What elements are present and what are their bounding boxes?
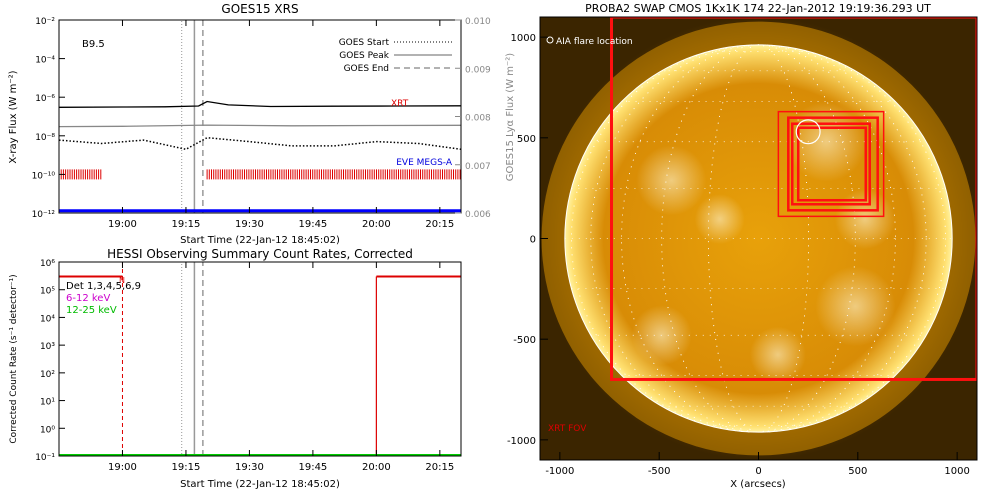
swap-fov-box [796, 126, 868, 202]
swap-active-region [749, 326, 806, 383]
goes-xlabel: Start Time (22-Jan-12 18:45:02) [180, 235, 340, 246]
goes-x-tick-label: 19:30 [235, 219, 264, 230]
goes-y-tick-label: 10⁻⁴ [35, 56, 55, 66]
swap-y-tick-label: 500 [517, 134, 536, 145]
swap-y-tick-label: -500 [513, 335, 536, 346]
goes-y-right-tick-label: 0.008 [465, 114, 491, 124]
hessi-legend-det: Det 1,3,4,5,6,9 [66, 281, 141, 292]
hessi-night-marker: N [119, 276, 125, 285]
goes-x-tick-label: 19:45 [298, 219, 327, 230]
swap-fov-box [777, 110, 885, 218]
goes-panel: GOES15 XRS 19:00 19:15 19:30 19:45 20:00 20:1… [8, 2, 516, 246]
goes-y-tick-label: 10⁻⁸ [35, 133, 55, 143]
hessi-y-tick-label: 10⁴ [40, 314, 55, 324]
swap-longitude-line [590, 44, 927, 433]
hessi-y-tick-label: 10¹ [40, 398, 55, 408]
hessi-ylabel: Corrected Count Rate (s⁻¹ detector⁻¹) [9, 274, 19, 443]
swap-aia-legend-symbol [546, 36, 554, 44]
goes-legend-end-label: GOES End [344, 64, 389, 74]
swap-panel: PROBA2 SWAP CMOS 1Kx1K 174 22-Jan-2012 1… [507, 2, 978, 490]
hessi-x-tick-label: 20:15 [425, 462, 454, 473]
swap-fov-box [791, 122, 871, 206]
swap-x-tick-label: -1000 [545, 466, 574, 477]
swap-limb [564, 44, 953, 433]
goes-legend-peak-label: GOES Peak [339, 51, 389, 61]
goes-legend: GOES Start GOES Peak GOES End [339, 38, 452, 74]
goes-xrt-label: XRT [391, 99, 409, 109]
swap-active-region [815, 266, 896, 347]
hessi-x-tick-label: 19:30 [235, 462, 264, 473]
swap-title: PROBA2 SWAP CMOS 1Kx1K 174 22-Jan-2012 1… [585, 2, 931, 15]
hessi-y-tick-label: 10⁰ [40, 425, 55, 435]
swap-xrt-fov-label: XRT FOV [548, 424, 587, 434]
goes-eve-label: EVE MEGS-A [396, 158, 453, 168]
goes-y-right-tick-label: 0.007 [465, 162, 491, 172]
hessi-y-tick-label: 10³ [40, 342, 55, 352]
hessi-x-tick-label: 19:00 [108, 462, 137, 473]
swap-y-tick-label: -1000 [507, 436, 536, 447]
hessi-x-tick-label: 19:15 [172, 462, 201, 473]
swap-active-region [694, 194, 745, 245]
hessi-y-tick-label: 10² [40, 370, 55, 380]
goes-x-tick-label: 19:15 [172, 219, 201, 230]
hessi-legend-low: 6-12 keV [66, 293, 110, 304]
goes-y-right-tick-label: 0.009 [465, 65, 491, 75]
goes-plot-frame [58, 19, 462, 214]
goes-series-line [59, 100, 461, 108]
hessi-y-tick-label: 10⁵ [40, 287, 55, 297]
goes-series-line [59, 136, 461, 151]
swap-aia-label: AIA flare location [556, 37, 633, 47]
goes-y-right-tick-label: 0.006 [465, 210, 491, 220]
goes-class-label: B9.5 [82, 39, 105, 50]
hessi-x-tick-label: 20:00 [362, 462, 391, 473]
goes-y-tick-label: 10⁻¹² [32, 210, 56, 220]
goes-y-right-tick-label: 0.010 [465, 17, 491, 27]
hessi-xlabel: Start Time (22-Jan-12 18:45:02) [180, 479, 340, 490]
goes-y-tick-label: 10⁻¹⁰ [32, 171, 56, 181]
swap-xrt-fov-box [610, 17, 977, 381]
hessi-y-tick-label: 10⁻¹ [35, 453, 55, 463]
swap-aia-flare-circle [795, 119, 821, 145]
hessi-y-tick-label: 10⁶ [40, 259, 55, 269]
swap-y-tick-label: 1000 [511, 33, 536, 44]
hessi-legend-high: 12-25 keV [66, 305, 117, 316]
goes-y-tick-label: 10⁻² [35, 17, 55, 27]
goes-series-line [59, 124, 461, 128]
hessi-x-tick-label: 19:45 [298, 462, 327, 473]
goes-left-ylabel: X-ray Flux (W m⁻²) [8, 70, 19, 163]
swap-longitude-line [707, 44, 810, 433]
hessi-title: HESSI Observing Summary Count Rates, Cor… [107, 247, 413, 261]
goes-right-ylabel: GOES15 Lyα Flux (W m⁻²) [505, 53, 516, 181]
swap-y-tick-label: 0 [530, 235, 536, 246]
hessi-plot-frame [58, 261, 462, 457]
goes-title: GOES15 XRS [221, 2, 298, 16]
goes-x-tick-label: 20:00 [362, 219, 391, 230]
swap-xlabel: X (arcsecs) [730, 479, 786, 490]
swap-x-tick-label: -500 [648, 466, 671, 477]
goes-y-tick-label: 10⁻⁶ [35, 94, 55, 104]
goes-legend-start-label: GOES Start [339, 38, 390, 48]
goes-x-tick-label: 20:15 [425, 219, 454, 230]
swap-x-tick-label: 500 [848, 466, 867, 477]
goes-x-tick-label: 19:00 [108, 219, 137, 230]
swap-fov-box [787, 116, 879, 212]
hessi-panel: HESSI Observing Summary Count Rates, Cor… [9, 247, 462, 490]
swap-x-tick-label: 0 [755, 466, 761, 477]
swap-active-region [786, 101, 867, 182]
swap-active-region [636, 145, 707, 216]
swap-x-tick-label: 1000 [944, 466, 969, 477]
